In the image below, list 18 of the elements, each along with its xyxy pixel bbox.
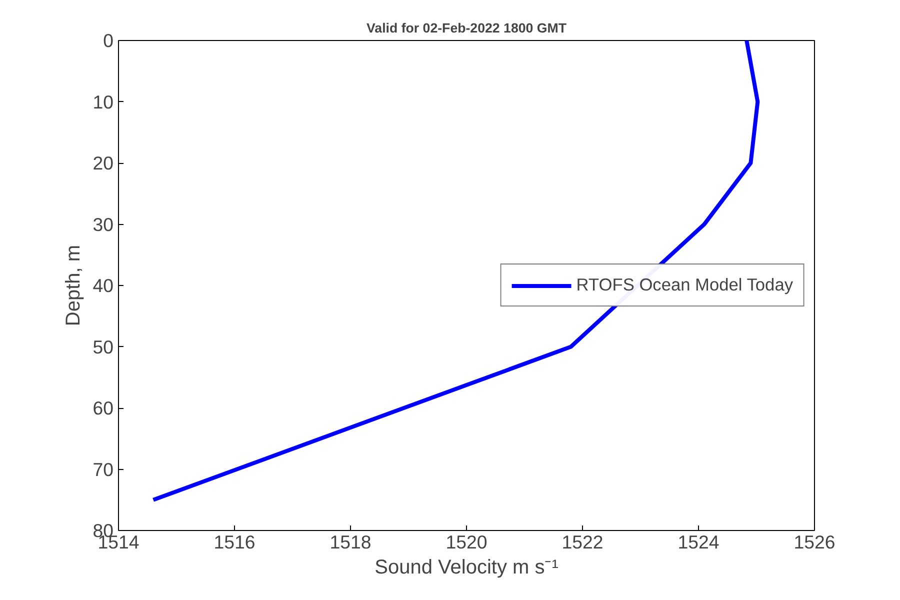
x-tick-label: 1522 — [562, 532, 604, 552]
y-tick-label: 60 — [92, 398, 114, 418]
y-tick-label: 20 — [92, 152, 114, 174]
legend-label: RTOFS Ocean Model Today — [576, 274, 793, 296]
y-tick-label: 10 — [92, 91, 114, 112]
x-axis-title: Sound Velocity m s⁻¹ — [374, 556, 559, 578]
chart-title: Valid for 02-Feb-2022 1800 GMT — [366, 20, 567, 36]
y-tick-label: 50 — [92, 336, 114, 358]
y-tick-label: 70 — [92, 458, 114, 480]
x-tick-label: 1518 — [330, 532, 372, 552]
y-tick-label: 40 — [92, 275, 114, 296]
y-tick-label: 0 — [103, 30, 114, 51]
x-tick-label: 1520 — [446, 532, 488, 552]
x-tick-label: 1524 — [678, 532, 720, 552]
x-tick-label: 1516 — [214, 532, 256, 552]
y-tick-label: 30 — [92, 214, 114, 235]
x-tick-label: 1526 — [794, 532, 836, 552]
y-axis-title: Depth, m — [62, 244, 85, 326]
